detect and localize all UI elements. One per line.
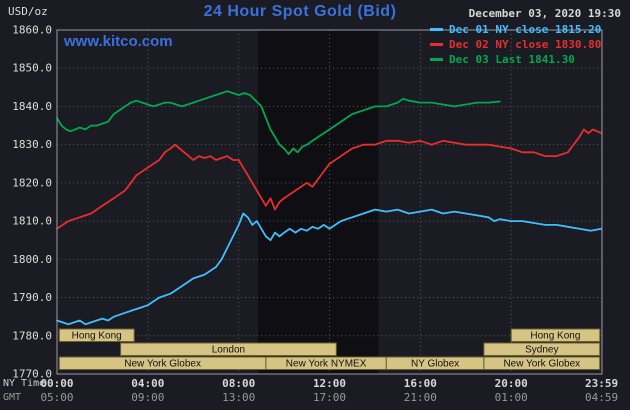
x-tick-gmt: 21:00: [404, 391, 437, 404]
x-tick-gmt: 01:00: [495, 391, 528, 404]
legend-item-dec03: Dec 03 Last 1841.30: [430, 53, 601, 66]
x-tick-ny: 12:00: [313, 377, 346, 390]
x-tick-gmt: 17:00: [313, 391, 346, 404]
legend-item-dec01: Dec 01 NY close 1815.20: [430, 23, 601, 36]
y-tick-label: 1810.0: [12, 215, 52, 228]
series-line-dec-01: [56, 208, 603, 326]
y-tick-label: 1840.0: [12, 100, 52, 113]
x-tick-ny: 00:00: [40, 377, 73, 390]
dec02-line-marker-icon: [430, 43, 443, 46]
session-label: New York Globex: [503, 359, 580, 370]
kitco-watermark-link[interactable]: www.kitco.com: [64, 33, 173, 50]
y-tick-label: 1800.0: [12, 253, 52, 266]
legend: Dec 01 NY close 1815.20 Dec 02 NY close …: [430, 23, 601, 66]
y-tick-label: 1830.0: [12, 138, 52, 151]
x-tick-gmt: 04:59: [585, 391, 618, 404]
session-label: NY Globex: [411, 359, 459, 370]
legend-label-dec03: Dec 03 Last 1841.30: [449, 53, 575, 66]
legend-label-dec02: Dec 02 NY close 1830.80: [449, 38, 602, 51]
session-label: Sydney: [525, 345, 558, 356]
y-tick-label: 1820.0: [12, 176, 52, 189]
page-title: 24 Hour Spot Gold (Bid): [203, 3, 397, 20]
x-tick-gmt: 05:00: [40, 391, 73, 404]
units-label: USD/oz: [8, 5, 48, 18]
session-label: Hong Kong: [530, 331, 580, 342]
y-tick-label: 1780.0: [12, 329, 52, 342]
x-tick-ny: 20:00: [495, 377, 528, 390]
x-tick-ny: 08:00: [222, 377, 255, 390]
session-box-hong-kong: [510, 328, 601, 342]
session-box-sydney: [483, 342, 601, 356]
legend-label-dec01: Dec 01 NY close 1815.20: [449, 23, 602, 36]
series-line-dec-03: [56, 90, 501, 156]
nymex-session-shading: [258, 30, 379, 374]
x-tick-ny: 23:59: [585, 377, 618, 390]
datetime-label: December 03, 2020 19:30: [468, 7, 621, 20]
session-box-london: [120, 342, 337, 356]
session-box-hong-kong: [58, 328, 135, 342]
session-label: Hong Kong: [72, 331, 122, 342]
x-tick-ny: 16:00: [404, 377, 437, 390]
ny-time-axis-label: NY Time: [3, 378, 46, 389]
series-line-dec-02: [56, 128, 603, 230]
y-tick-label: 1770.0: [12, 368, 52, 381]
x-tick-gmt: 09:00: [131, 391, 164, 404]
legend-item-dec02: Dec 02 NY close 1830.80: [430, 38, 601, 51]
x-tick-gmt: 13:00: [222, 391, 255, 404]
session-box-new-york-globex: [483, 356, 601, 370]
y-tick-label: 1860.0: [12, 24, 52, 37]
y-tick-label: 1850.0: [12, 62, 52, 75]
dec03-line-marker-icon: [430, 58, 443, 61]
dec01-line-marker-icon: [430, 28, 443, 31]
gmt-axis-label: GMT: [3, 392, 22, 403]
session-label: New York Globex: [124, 359, 201, 370]
x-tick-ny: 04:00: [131, 377, 164, 390]
plot-frame: [56, 29, 603, 375]
y-tick-label: 1790.0: [12, 291, 52, 304]
session-label: New York NYMEX: [286, 359, 367, 370]
session-label: London: [212, 345, 245, 356]
